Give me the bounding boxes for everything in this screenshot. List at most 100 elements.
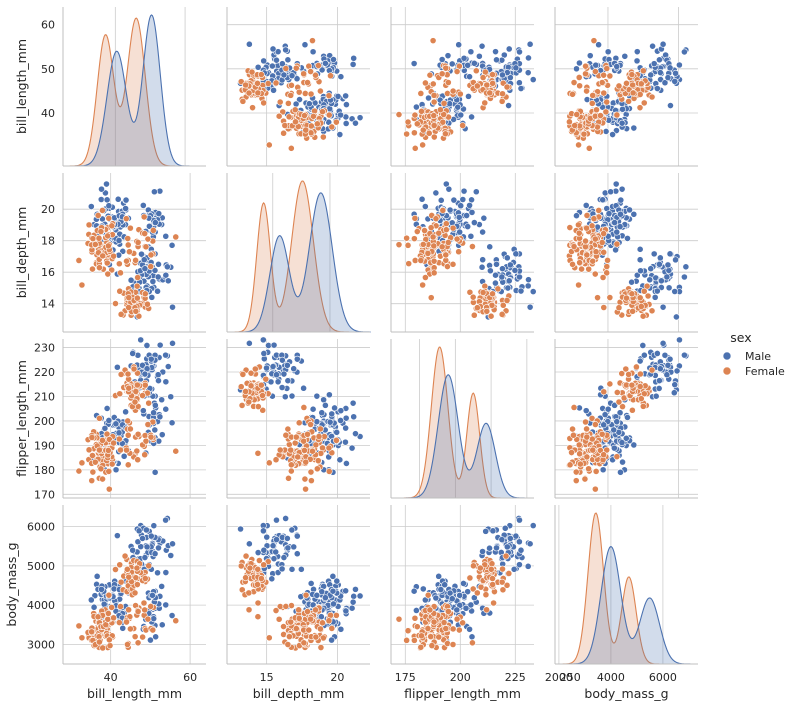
scatter-point-female: [237, 562, 245, 570]
scatter-point-male: [154, 273, 162, 281]
scatter-point-male: [454, 103, 462, 111]
scatter-point-male: [348, 604, 356, 612]
x-axis-label-bill_length_mm: bill_length_mm: [87, 686, 182, 701]
scatter-point-female: [613, 111, 621, 119]
x-axis-label-flipper_length_mm: flipper_length_mm: [404, 686, 521, 701]
scatter-point-male: [328, 636, 335, 644]
scatter-point-female: [411, 614, 419, 622]
y-tick-label: 14: [41, 298, 55, 311]
scatter-point-female: [438, 243, 446, 251]
scatter-point-male: [456, 228, 464, 236]
scatter-point-female: [117, 310, 125, 318]
scatter-point-male: [618, 119, 626, 127]
scatter-point-female: [288, 81, 295, 89]
scatter-point-male: [673, 367, 681, 375]
scatter-point-female: [417, 257, 425, 264]
scatter-point-female: [313, 465, 321, 473]
scatter-point-male: [664, 74, 672, 81]
scatter-point-female: [105, 591, 113, 599]
scatter-point-male: [437, 196, 445, 204]
scatter-point-female: [124, 417, 132, 425]
scatter-point-female: [272, 79, 280, 87]
scatter-point-male: [639, 342, 647, 349]
scatter-point-female: [487, 312, 495, 320]
scatter-point-female: [99, 644, 107, 652]
scatter-point-female: [238, 401, 246, 409]
scatter-point-male: [412, 103, 420, 111]
scatter-point-male: [321, 401, 329, 409]
scatter-point-male: [278, 565, 286, 573]
scatter-point-male: [342, 587, 350, 595]
scatter-point-male: [336, 131, 344, 138]
scatter-point-female: [96, 264, 103, 272]
scatter-point-male: [457, 202, 465, 210]
scatter-point-female: [430, 112, 438, 119]
scatter-point-female: [489, 79, 497, 87]
scatter-point-male: [656, 260, 663, 268]
scatter-point-male: [122, 205, 130, 212]
scatter-point-female: [149, 626, 157, 634]
scatter-point-female: [466, 288, 474, 296]
scatter-point-female: [139, 633, 147, 641]
scatter-point-female: [571, 122, 579, 129]
scatter-point-female: [430, 257, 438, 265]
scatter-point-male: [610, 426, 618, 434]
scatter-point-male: [162, 405, 170, 413]
scatter-point-male: [455, 41, 463, 49]
scatter-point-female: [245, 398, 253, 406]
scatter-point-male: [617, 468, 624, 476]
scatter-point-female: [307, 68, 314, 75]
scatter-point-male: [270, 341, 278, 349]
scatter-point-female: [444, 608, 452, 615]
scatter-point-female: [251, 365, 259, 373]
scatter-point-female: [489, 71, 496, 78]
scatter-point-male: [499, 265, 506, 273]
scatter-point-female: [598, 430, 606, 438]
scatter-point-female: [89, 235, 97, 243]
scatter-point-male: [141, 370, 149, 378]
scatter-point-male: [412, 607, 420, 614]
scatter-point-male: [499, 71, 506, 79]
scatter-point-male: [297, 565, 305, 573]
scatter-point-male: [278, 60, 286, 68]
scatter-point-male: [609, 131, 616, 138]
subplot-bill_depth_mm-vs-bill_depth_mm: [226, 173, 371, 333]
scatter-point-female: [239, 97, 247, 105]
scatter-point-female: [301, 447, 308, 454]
scatter-point-female: [132, 574, 140, 582]
scatter-point-female: [421, 227, 428, 234]
scatter-point-male: [672, 69, 679, 77]
scatter-point-male: [300, 384, 307, 392]
scatter-point-female: [275, 615, 283, 623]
scatter-point-female: [246, 564, 254, 572]
scatter-point-male: [592, 61, 600, 69]
scatter-point-female: [479, 289, 487, 296]
scatter-point-male: [162, 351, 169, 359]
scatter-point-male: [164, 363, 172, 370]
subplot-flipper_length_mm-vs-flipper_length_mm: [390, 339, 534, 499]
scatter-point-female: [265, 141, 273, 149]
scatter-point-female: [245, 606, 253, 614]
scatter-point-female: [600, 71, 608, 79]
scatter-point-female: [583, 425, 590, 433]
scatter-point-male: [103, 405, 111, 412]
scatter-point-male: [682, 263, 690, 271]
subplot-bill_length_mm-vs-body_mass_g: [554, 7, 698, 167]
scatter-point-male: [269, 45, 277, 53]
scatter-point-female: [429, 233, 437, 241]
scatter-point-female: [442, 64, 450, 72]
scatter-point-female: [125, 573, 133, 581]
scatter-point-female: [598, 239, 606, 246]
scatter-point-female: [301, 112, 308, 119]
scatter-point-female: [123, 446, 130, 454]
scatter-point-female: [575, 221, 582, 229]
scatter-point-female: [249, 104, 256, 112]
scatter-point-female: [628, 406, 636, 414]
scatter-point-male: [506, 261, 514, 269]
scatter-point-female: [302, 126, 310, 134]
scatter-point-male: [493, 260, 500, 268]
scatter-point-male: [576, 59, 583, 67]
scatter-point-male: [342, 414, 350, 422]
scatter-point-male: [270, 86, 277, 94]
x-tick-label: 200: [450, 671, 471, 684]
